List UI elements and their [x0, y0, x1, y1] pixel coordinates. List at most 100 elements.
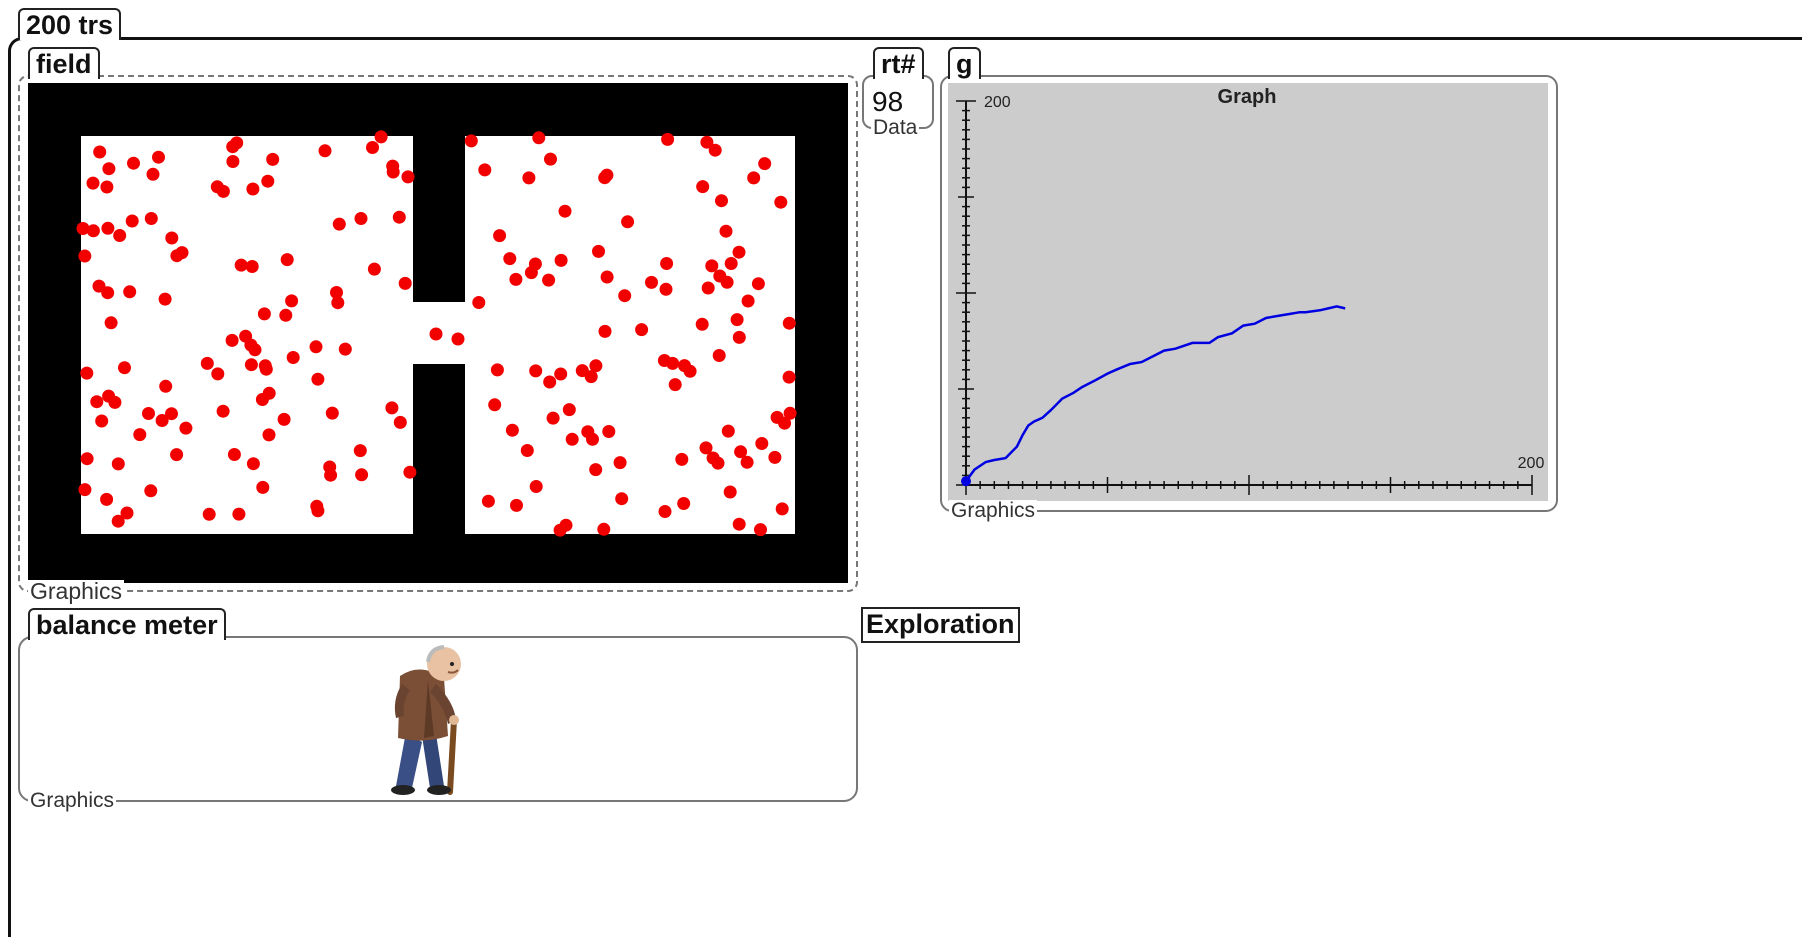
- particle: [464, 134, 478, 148]
- particle: [666, 356, 680, 370]
- field-canvas[interactable]: [28, 83, 848, 583]
- particle: [133, 428, 147, 442]
- particle: [280, 253, 294, 267]
- data-box-title: rt#: [873, 47, 924, 79]
- particle: [113, 229, 127, 242]
- series-start-point: [961, 476, 971, 487]
- particle: [661, 132, 675, 146]
- particle: [257, 307, 271, 321]
- particle: [589, 359, 603, 373]
- exploration-label: Exploration: [861, 607, 1020, 643]
- particle: [170, 448, 184, 462]
- particle: [262, 428, 276, 442]
- particle: [392, 210, 406, 224]
- particle: [723, 485, 737, 499]
- particle: [330, 286, 343, 299]
- particle: [775, 502, 789, 516]
- particle: [747, 171, 761, 185]
- particle: [100, 492, 114, 506]
- particle: [675, 452, 689, 466]
- particle: [598, 171, 612, 185]
- particle: [232, 507, 246, 521]
- particle: [393, 415, 407, 429]
- particle: [353, 444, 367, 458]
- particle: [597, 522, 611, 536]
- particle: [239, 329, 253, 343]
- particle: [589, 463, 603, 477]
- particle: [101, 286, 115, 300]
- particle: [520, 444, 534, 457]
- particle: [751, 277, 765, 291]
- particle: [740, 455, 754, 469]
- particle: [86, 224, 100, 238]
- particle: [100, 180, 114, 194]
- balance-title: balance meter: [28, 608, 226, 640]
- field-caption: Graphics: [28, 578, 125, 604]
- particle: [311, 372, 325, 386]
- field-panel: [18, 75, 858, 592]
- field-graphics[interactable]: [28, 83, 848, 583]
- particle: [159, 379, 173, 393]
- particle: [338, 342, 352, 356]
- particle: [544, 152, 557, 166]
- particle: [683, 364, 697, 378]
- particle: [225, 333, 239, 347]
- particle: [152, 150, 165, 164]
- particle: [532, 131, 546, 145]
- data-box-caption: Data: [871, 116, 920, 139]
- particle: [256, 480, 270, 494]
- particle: [355, 468, 369, 482]
- outer-frame: [8, 37, 1802, 937]
- particle: [285, 294, 299, 308]
- particle: [90, 395, 104, 409]
- particle: [120, 506, 134, 520]
- outer-title: 200 trs: [18, 8, 122, 40]
- particle: [635, 323, 649, 337]
- particle: [259, 362, 273, 376]
- particle: [125, 214, 139, 228]
- particle: [613, 456, 627, 470]
- chart-axes: [956, 100, 1533, 495]
- data-box-value: 98: [872, 86, 904, 117]
- graph-title: g: [948, 47, 981, 79]
- particle: [478, 163, 492, 177]
- chart-background: [948, 83, 1548, 501]
- particle: [705, 259, 719, 273]
- particle: [778, 416, 792, 430]
- particle: [543, 375, 557, 389]
- particle: [584, 370, 598, 384]
- particle: [490, 363, 504, 377]
- particle: [398, 276, 412, 290]
- particle: [142, 407, 155, 420]
- particle: [111, 457, 125, 471]
- particle: [323, 460, 337, 474]
- particle: [401, 170, 415, 184]
- graph-caption: Graphics: [949, 499, 1038, 522]
- particle: [699, 441, 713, 455]
- particle: [602, 425, 616, 438]
- y-max-label: 200: [984, 94, 1011, 111]
- particle: [76, 222, 90, 235]
- particle: [325, 406, 339, 420]
- particle: [104, 316, 118, 330]
- old-man-figure: [372, 640, 482, 798]
- particle: [706, 451, 720, 465]
- particle: [234, 258, 248, 272]
- particle: [211, 367, 225, 381]
- particle: [158, 292, 172, 306]
- particle: [80, 452, 94, 466]
- particle: [246, 182, 260, 196]
- particle: [286, 351, 300, 364]
- particle: [783, 406, 797, 420]
- series-line: [964, 305, 1346, 482]
- particle: [332, 217, 346, 231]
- particle: [546, 411, 560, 425]
- particle: [279, 308, 293, 322]
- particle: [481, 494, 495, 508]
- particle: [586, 432, 599, 446]
- particle: [118, 361, 131, 375]
- particle: [695, 317, 709, 331]
- particle: [768, 450, 782, 464]
- particle: [318, 144, 332, 158]
- particle: [216, 404, 230, 418]
